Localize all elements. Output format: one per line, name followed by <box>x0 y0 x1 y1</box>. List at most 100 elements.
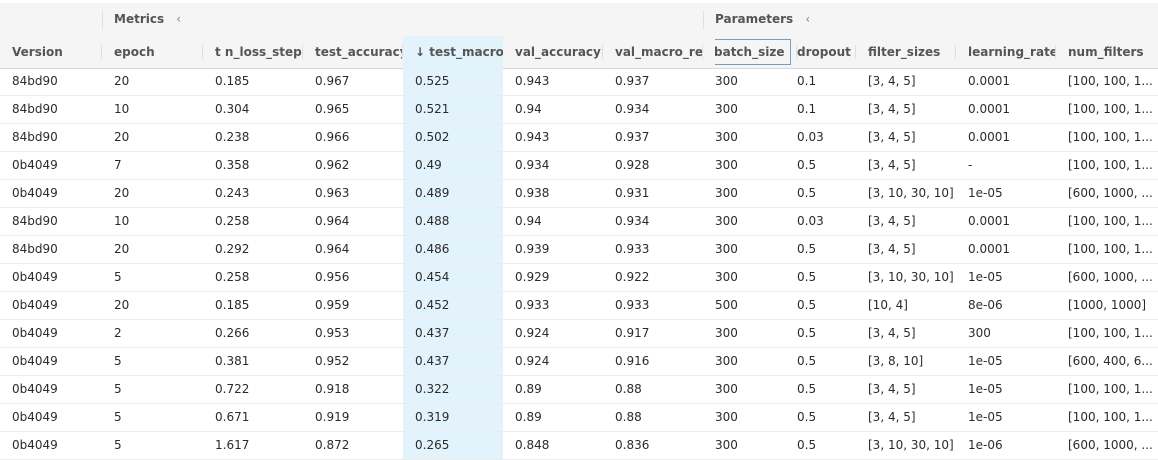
cell-train-loss-step: 0.238 <box>215 130 250 144</box>
cell-filter-sizes: [3, 8, 10] <box>868 354 924 368</box>
cell-epoch: 5 <box>114 382 122 396</box>
cell-epoch: 10 <box>114 102 130 116</box>
cell-num-filters: [100, 100, 1... <box>1068 214 1153 228</box>
table-row[interactable]: 0b4049 20 0.243 0.963 0.489 0.938 0.931 300 0.5 [… <box>0 180 1158 208</box>
cell-batch-size: 300 <box>715 130 738 144</box>
cell-epoch: 20 <box>114 74 130 88</box>
cell-test-macro-recall: 0.265 <box>403 432 503 459</box>
cell-filter-sizes: [3, 4, 5] <box>868 130 916 144</box>
column-header-label: test_macro_re <box>429 45 503 59</box>
table-row[interactable]: 0b4049 5 0.671 0.919 0.319 0.89 0.88 300 0.5 [3, … <box>0 404 1158 432</box>
column-header-test-accuracy[interactable]: test_accuracy <box>303 36 403 68</box>
table-row[interactable]: 84bd90 20 0.238 0.966 0.502 0.943 0.937 300 0.03… <box>0 124 1158 152</box>
cell-test-macro-recall: 0.486 <box>403 236 503 263</box>
column-header-learning-rate[interactable]: learning_rate <box>956 36 1056 68</box>
column-header-epoch[interactable]: epoch <box>102 36 203 68</box>
column-header-val-macro-recall[interactable]: val_macro_reca <box>603 36 703 68</box>
cell-batch-size: 300 <box>715 214 738 228</box>
cell-test-macro-recall: 0.521 <box>403 96 503 123</box>
cell-num-filters: [100, 100, 1... <box>1068 74 1153 88</box>
table-row[interactable]: 84bd90 20 0.292 0.964 0.486 0.939 0.933 300 0.5 [… <box>0 236 1158 264</box>
cell-version: 84bd90 <box>12 242 58 256</box>
sort-descending-icon[interactable]: ↓ <box>415 45 426 59</box>
cell-val-macro-recall: 0.934 <box>615 214 650 228</box>
column-header-filter-sizes[interactable]: filter_sizes <box>856 36 956 68</box>
cell-learning-rate: 0.0001 <box>968 74 1010 88</box>
cell-version: 0b4049 <box>12 382 58 396</box>
table-row[interactable]: 84bd90 10 0.304 0.965 0.521 0.94 0.934 300 0.1 [3… <box>0 96 1158 124</box>
cell-num-filters: [100, 100, 1... <box>1068 102 1153 116</box>
cell-num-filters: [600, 1000, ... <box>1068 438 1153 452</box>
cell-version: 84bd90 <box>12 214 58 228</box>
cell-dropout: 0.5 <box>797 270 817 284</box>
column-header-val-accuracy[interactable]: val_accuracy <box>503 36 603 68</box>
cell-epoch: 5 <box>114 410 122 424</box>
cell-learning-rate: 1e-05 <box>968 354 1003 368</box>
column-header-batch-size[interactable]: batch_size <box>715 36 797 68</box>
column-header-test-macro-recall[interactable]: ↓ test_macro_re <box>403 36 503 68</box>
cell-val-macro-recall: 0.933 <box>615 242 650 256</box>
column-header-version[interactable]: Version <box>0 36 102 68</box>
cell-val-macro-recall: 0.934 <box>615 102 650 116</box>
table-row[interactable]: 0b4049 20 0.185 0.959 0.452 0.933 0.933 500 0.5 [… <box>0 292 1158 320</box>
cell-dropout: 0.1 <box>797 102 817 116</box>
cell-filter-sizes: [10, 4] <box>868 298 908 312</box>
cell-test-macro-recall: 0.452 <box>403 292 503 319</box>
cell-val-accuracy: 0.89 <box>515 382 542 396</box>
cell-train-loss-step: 0.243 <box>215 186 250 200</box>
cell-test-accuracy: 0.966 <box>315 130 350 144</box>
cell-learning-rate: 0.0001 <box>968 102 1010 116</box>
cell-val-accuracy: 0.934 <box>515 158 550 172</box>
cell-train-loss-step: 0.266 <box>215 326 250 340</box>
table-row[interactable]: 0b4049 5 0.381 0.952 0.437 0.924 0.916 300 0.5 [3… <box>0 348 1158 376</box>
cell-learning-rate: 0.0001 <box>968 214 1010 228</box>
column-header-dropout[interactable]: dropout <box>785 36 856 68</box>
cell-test-macro-recall: 0.319 <box>403 404 503 431</box>
cell-learning-rate: 1e-05 <box>968 270 1003 284</box>
chevron-left-icon[interactable]: ‹ <box>176 12 182 26</box>
cell-version: 0b4049 <box>12 298 58 312</box>
parameters-group-header[interactable]: Parameters ‹ <box>703 3 810 36</box>
cell-train-loss-step: 0.358 <box>215 158 250 172</box>
cell-filter-sizes: [3, 4, 5] <box>868 214 916 228</box>
cell-learning-rate: 1e-06 <box>968 438 1003 452</box>
cell-num-filters: [600, 1000, ... <box>1068 186 1153 200</box>
cell-test-accuracy: 0.967 <box>315 74 350 88</box>
cell-num-filters: [600, 400, 6... <box>1068 354 1153 368</box>
cell-learning-rate: 8e-06 <box>968 298 1003 312</box>
column-header-label: test_accuracy <box>315 45 403 59</box>
chevron-left-icon[interactable]: ‹ <box>805 12 811 26</box>
column-header-train-loss-step[interactable]: t n_loss_step <box>203 36 303 68</box>
table-row[interactable]: 0b4049 5 0.258 0.956 0.454 0.929 0.922 300 0.5 [3… <box>0 264 1158 292</box>
cell-batch-size: 300 <box>715 242 738 256</box>
cell-test-macro-recall: 0.437 <box>403 320 503 347</box>
cell-batch-size: 300 <box>715 410 738 424</box>
cell-test-accuracy: 0.964 <box>315 242 350 256</box>
cell-val-macro-recall: 0.916 <box>615 354 650 368</box>
table-row[interactable]: 0b4049 7 0.358 0.962 0.49 0.934 0.928 300 0.5 [3,… <box>0 152 1158 180</box>
cell-dropout: 0.1 <box>797 74 817 88</box>
cell-filter-sizes: [3, 4, 5] <box>868 158 916 172</box>
cell-epoch: 20 <box>114 186 130 200</box>
cell-epoch: 20 <box>114 130 130 144</box>
cell-test-macro-recall: 0.502 <box>403 124 503 151</box>
cell-dropout: 0.5 <box>797 242 817 256</box>
table-row[interactable]: 0b4049 2 0.266 0.953 0.437 0.924 0.917 300 0.5 [3… <box>0 320 1158 348</box>
cell-filter-sizes: [3, 10, 30, 10] <box>868 270 954 284</box>
table-row[interactable]: 84bd90 10 0.258 0.964 0.488 0.94 0.934 300 0.03 [… <box>0 208 1158 236</box>
cell-val-macro-recall: 0.928 <box>615 158 650 172</box>
column-header-label: batch_size <box>715 39 792 65</box>
cell-val-accuracy: 0.933 <box>515 298 550 312</box>
column-header-num-filters[interactable]: num_filters <box>1056 36 1158 68</box>
cell-dropout: 0.5 <box>797 382 817 396</box>
cell-epoch: 5 <box>114 270 122 284</box>
cell-dropout: 0.5 <box>797 410 817 424</box>
metrics-group-header[interactable]: Metrics ‹ <box>102 3 181 36</box>
table-row[interactable]: 0b4049 5 0.722 0.918 0.322 0.89 0.88 300 0.5 [3, … <box>0 376 1158 404</box>
table-row[interactable]: 0b4049 5 1.617 0.872 0.265 0.848 0.836 300 0.5 [3… <box>0 432 1158 460</box>
column-header-label: num_filters <box>1068 45 1144 59</box>
cell-test-accuracy: 0.964 <box>315 214 350 228</box>
table-row[interactable]: 84bd90 20 0.185 0.967 0.525 0.943 0.937 300 0.1 [… <box>0 68 1158 96</box>
cell-dropout: 0.5 <box>797 298 817 312</box>
cell-num-filters: [100, 100, 1... <box>1068 242 1153 256</box>
